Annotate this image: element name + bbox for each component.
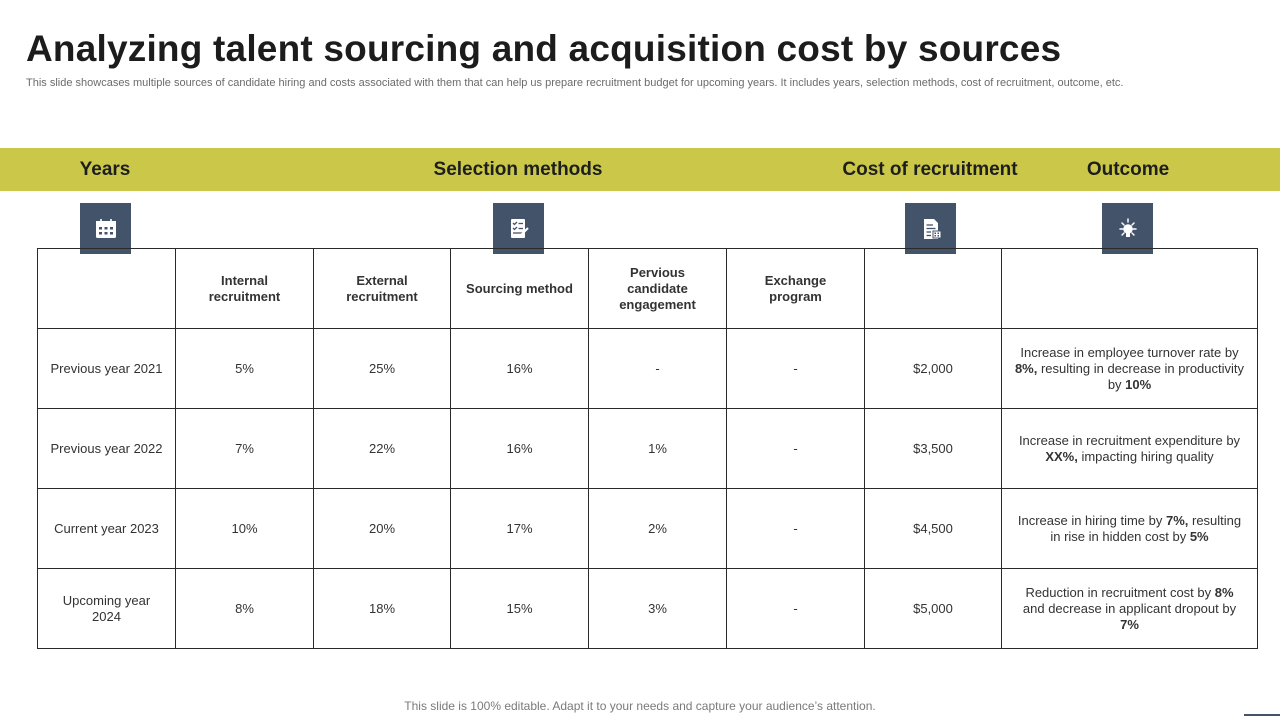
external-cell: 22% (313, 408, 451, 489)
cost-cell: $2,000 (864, 328, 1002, 409)
internal-cell: 5% (175, 328, 314, 409)
invoice-icon (905, 203, 956, 254)
band-label-years: Years (79, 159, 131, 180)
external-cell: 18% (313, 568, 451, 649)
year-cell: Current year 2023 (37, 488, 176, 569)
header-cell: Internal recruitment (175, 248, 314, 329)
header-cell (37, 248, 176, 329)
table-row: Upcoming year 2024 8% 18% 15% 3% - $5,00… (37, 568, 1258, 649)
recruitment-cost-table: Internal recruitment External recruitmen… (37, 248, 1258, 649)
header-cell: External recruitment (313, 248, 451, 329)
table-row: Previous year 2021 5% 25% 16% - - $2,000… (37, 328, 1258, 409)
idea-bulb-icon (1102, 203, 1153, 254)
cost-cell: $5,000 (864, 568, 1002, 649)
band-label-selection-methods: Selection methods (433, 159, 603, 180)
page-subtitle: This slide showcases multiple sources of… (26, 77, 1124, 89)
cost-cell: $3,500 (864, 408, 1002, 489)
outcome-cell: Increase in employee turnover rate by 8%… (1001, 328, 1258, 409)
header-band: Years Selection methods Cost of recruitm… (0, 148, 1280, 191)
exchange-cell: - (726, 488, 865, 569)
sourcing-cell: 15% (450, 568, 589, 649)
internal-cell: 8% (175, 568, 314, 649)
footer-note: This slide is 100% editable. Adapt it to… (404, 699, 876, 713)
page-title: Analyzing talent sourcing and acquisitio… (26, 28, 1062, 69)
sourcing-cell: 16% (450, 328, 589, 409)
table-row: Previous year 2022 7% 22% 16% 1% - $3,50… (37, 408, 1258, 489)
header-cell (864, 248, 1002, 329)
internal-cell: 7% (175, 408, 314, 489)
header-cell: Pervious candidate engagement (588, 248, 727, 329)
table-header-row: Internal recruitment External recruitmen… (37, 248, 1258, 329)
sourcing-cell: 16% (450, 408, 589, 489)
band-label-outcome: Outcome (1086, 159, 1170, 180)
header-cell (1001, 248, 1258, 329)
band-label-cost: Cost of recruitment (842, 159, 1018, 180)
outcome-cell: Increase in hiring time by 7%, resulting… (1001, 488, 1258, 569)
engagement-cell: 1% (588, 408, 727, 489)
engagement-cell: - (588, 328, 727, 409)
engagement-cell: 2% (588, 488, 727, 569)
year-cell: Previous year 2022 (37, 408, 176, 489)
calendar-icon (80, 203, 131, 254)
header-cell: Sourcing method (450, 248, 589, 329)
external-cell: 25% (313, 328, 451, 409)
year-cell: Previous year 2021 (37, 328, 176, 409)
exchange-cell: - (726, 568, 865, 649)
outcome-cell: Increase in recruitment expenditure by X… (1001, 408, 1258, 489)
engagement-cell: 3% (588, 568, 727, 649)
internal-cell: 10% (175, 488, 314, 569)
exchange-cell: - (726, 408, 865, 489)
corner-accent-line (1244, 714, 1280, 716)
external-cell: 20% (313, 488, 451, 569)
checklist-icon (493, 203, 544, 254)
exchange-cell: - (726, 328, 865, 409)
outcome-cell: Reduction in recruitment cost by 8% and … (1001, 568, 1258, 649)
header-cell: Exchange program (726, 248, 865, 329)
cost-cell: $4,500 (864, 488, 1002, 569)
sourcing-cell: 17% (450, 488, 589, 569)
table-row: Current year 2023 10% 20% 17% 2% - $4,50… (37, 488, 1258, 569)
year-cell: Upcoming year 2024 (37, 568, 176, 649)
